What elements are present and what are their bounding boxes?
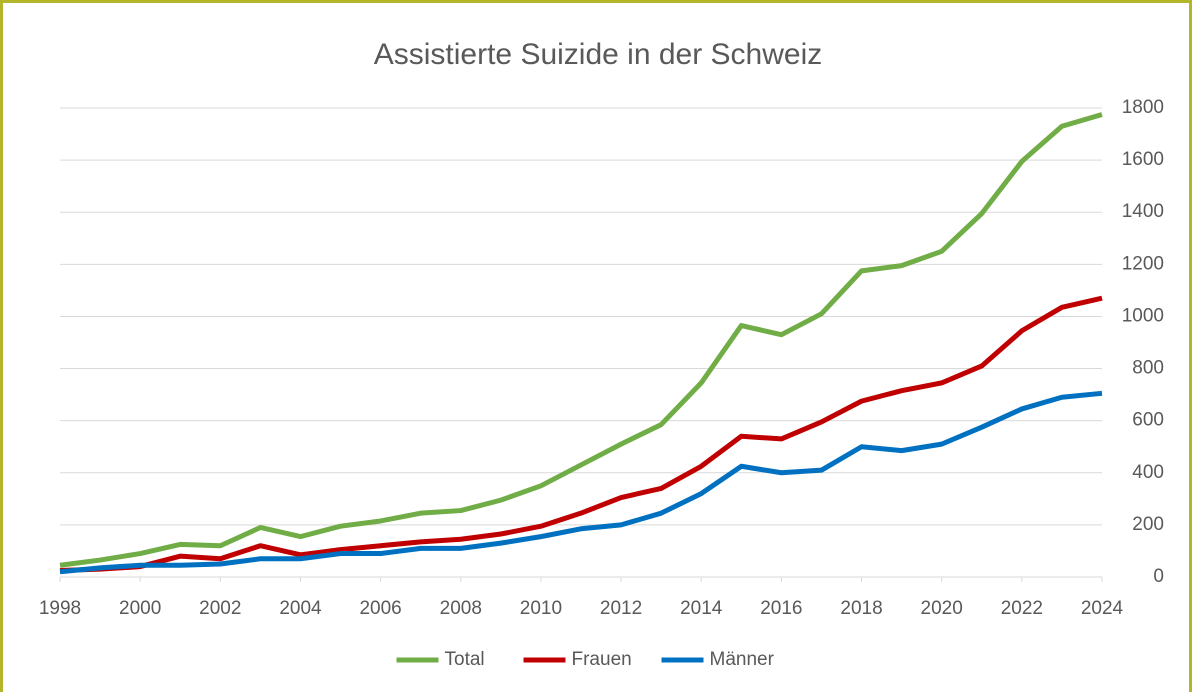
- y-tick-label: 600: [1132, 410, 1164, 431]
- y-tick-label: 400: [1132, 462, 1164, 483]
- x-tick-label: 2008: [440, 598, 482, 619]
- x-tick-label: 2016: [760, 598, 802, 619]
- x-tick-label: 2014: [680, 598, 723, 619]
- x-tick-label: 2006: [359, 598, 401, 619]
- y-tick-label: 1600: [1122, 149, 1164, 170]
- x-tick-label: 2012: [600, 598, 642, 619]
- legend-label: Männer: [710, 649, 775, 670]
- x-tick-label: 2004: [279, 598, 322, 619]
- legend-label: Frauen: [572, 649, 632, 670]
- y-tick-label: 1400: [1122, 201, 1164, 222]
- x-tick-label: 2002: [199, 598, 241, 619]
- y-tick-label: 200: [1132, 514, 1164, 535]
- y-tick-label: 1800: [1122, 97, 1164, 118]
- series-line: [59, 112, 1103, 568]
- legend-label: Total: [445, 649, 485, 670]
- x-tick-label: 2000: [119, 598, 161, 619]
- x-tick-label: 2022: [1001, 598, 1043, 619]
- x-tick-label: 2018: [840, 598, 882, 619]
- y-tick-label: 1200: [1122, 253, 1164, 274]
- x-tick-label: 2020: [921, 598, 963, 619]
- y-tick-label: 800: [1132, 358, 1164, 379]
- chart-title: Assistierte Suizide in der Schweiz: [374, 38, 823, 71]
- y-tick-label: 0: [1153, 566, 1164, 587]
- y-tick-label: 1000: [1122, 305, 1164, 326]
- x-tick-label: 2010: [520, 598, 562, 619]
- x-tick-label: 1998: [39, 598, 81, 619]
- series-line: [59, 295, 1103, 573]
- x-tick-label: 2024: [1081, 598, 1124, 619]
- series-line: [59, 390, 1103, 575]
